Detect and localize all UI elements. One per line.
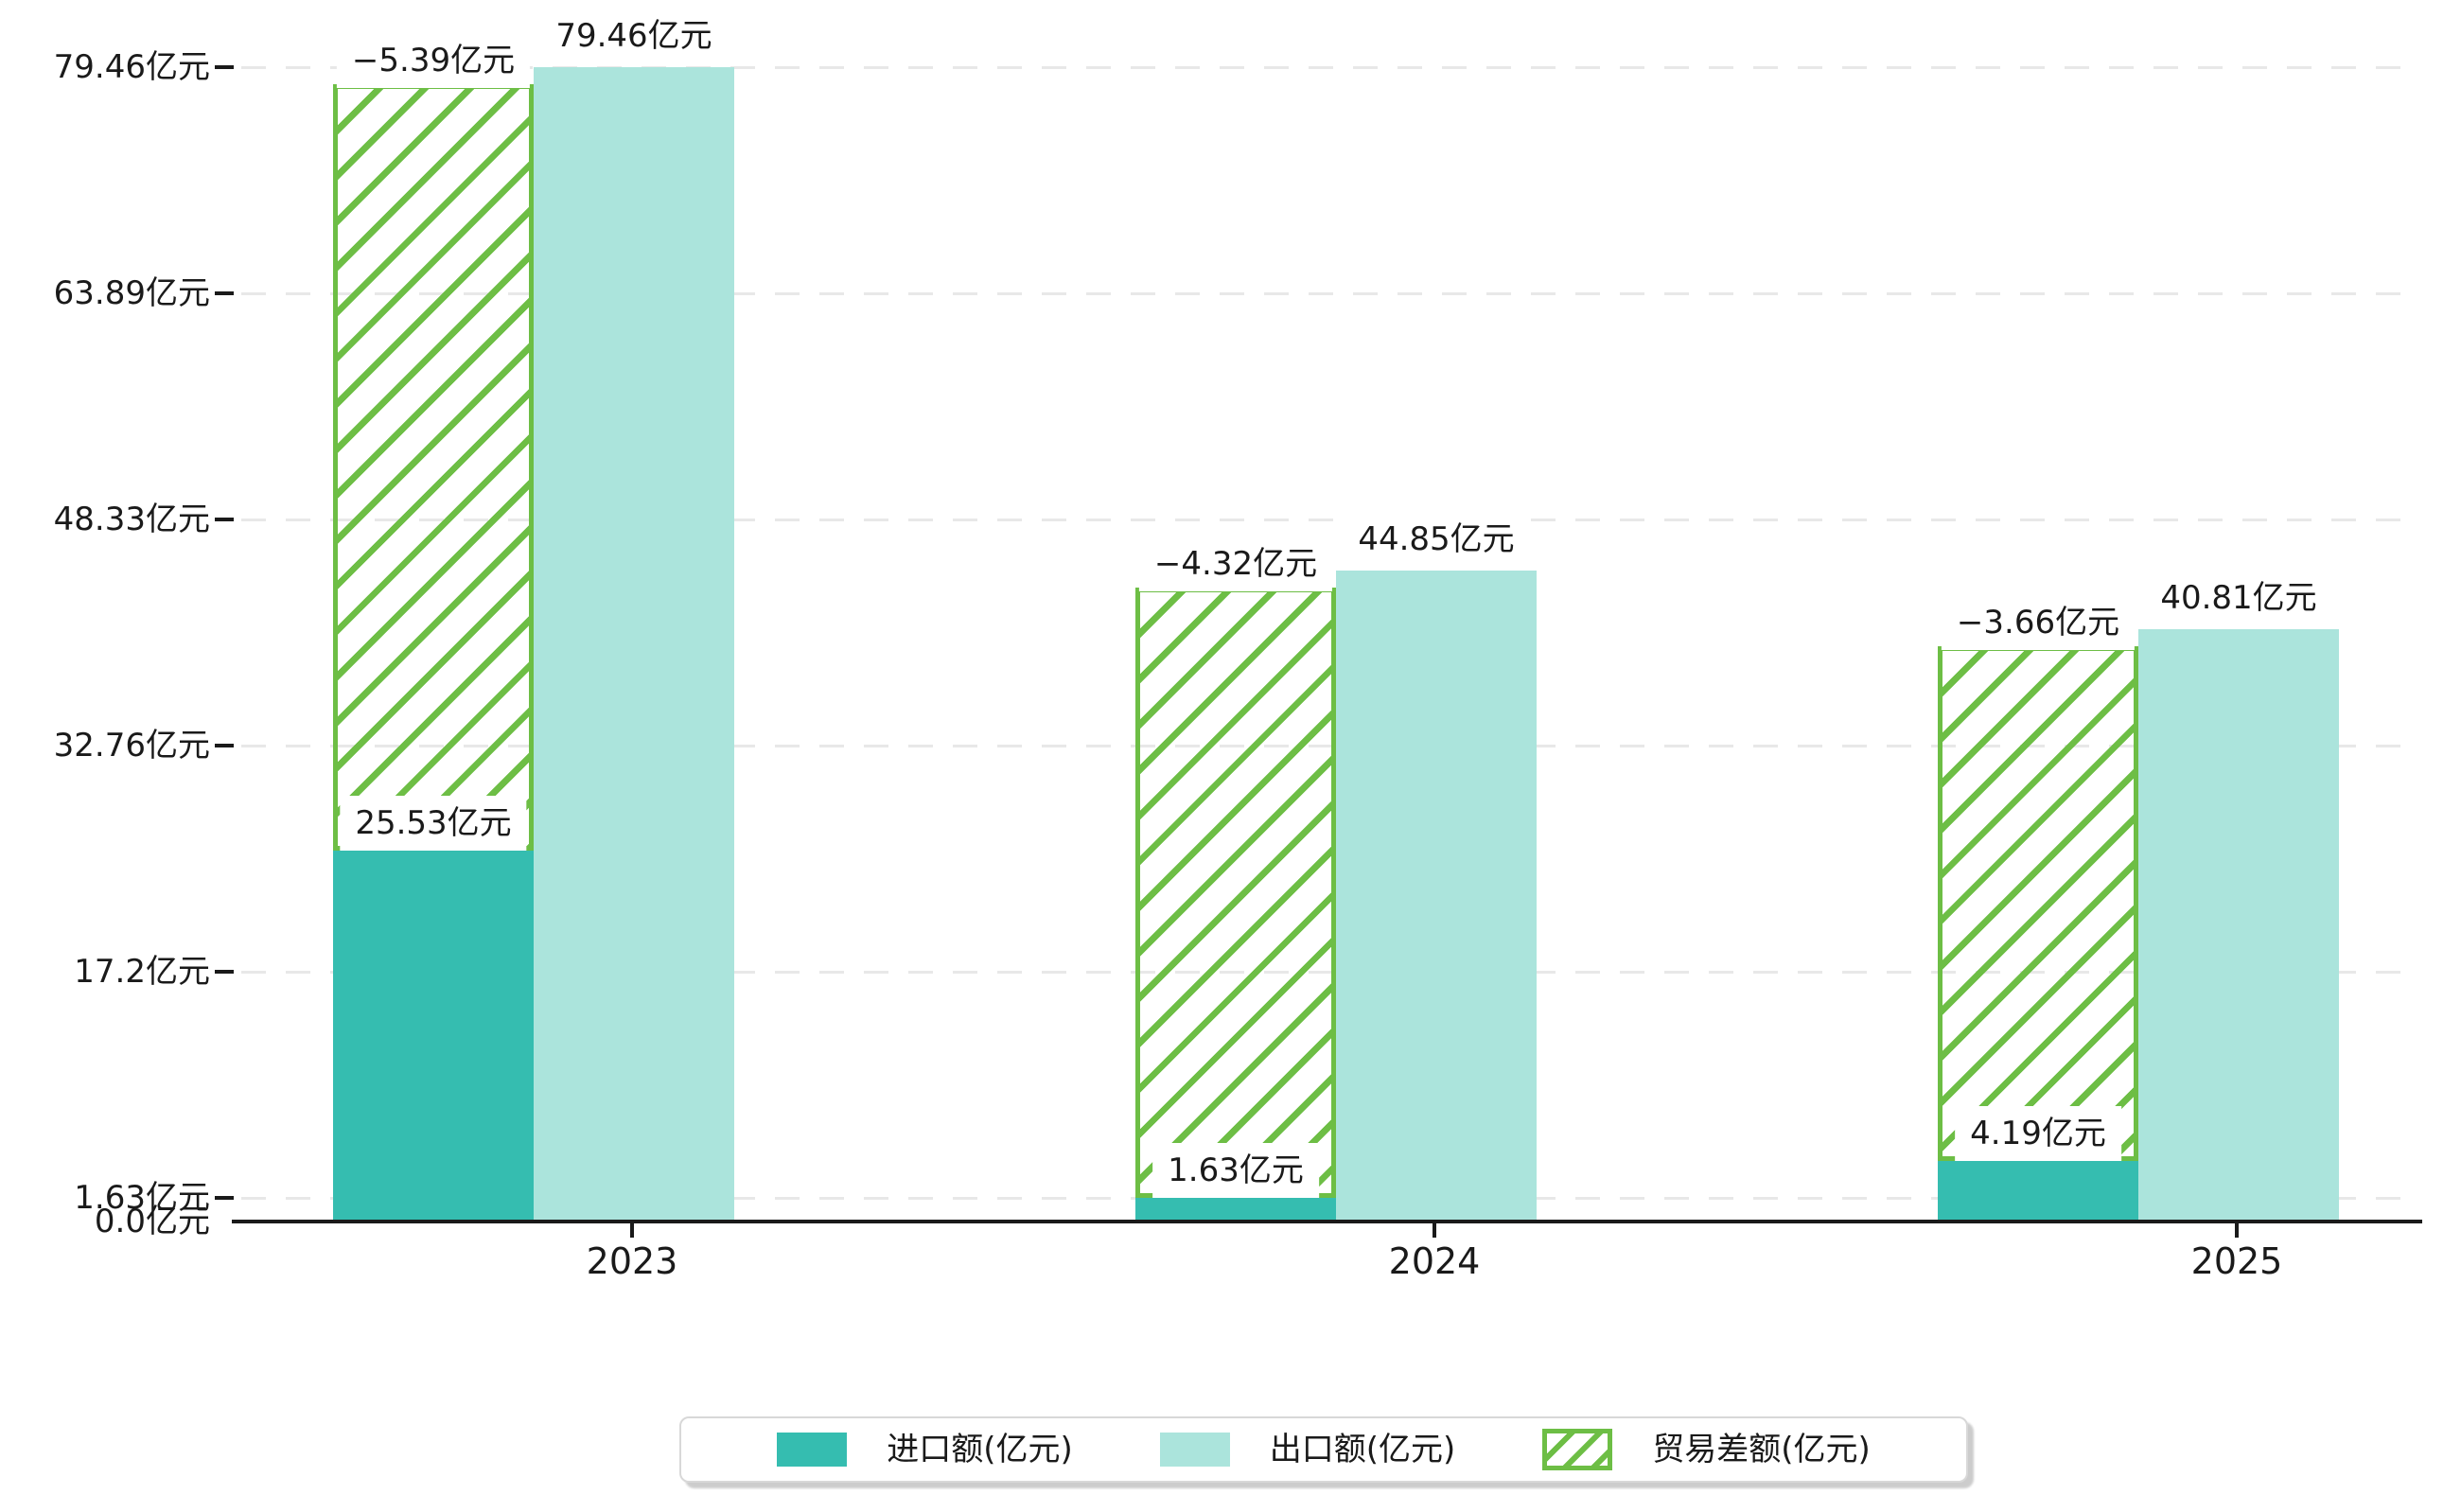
export-bar-2025 — [2138, 628, 2339, 1222]
y-tick-label: 17.2亿元 — [74, 952, 210, 991]
export-value-label: 40.81亿元 — [2145, 570, 2332, 625]
x-tick-mark — [1433, 1223, 1436, 1238]
y-tick-label: 32.76亿元 — [53, 727, 210, 765]
y-tick-mark — [215, 1195, 234, 1200]
legend: 进口额(亿元) 出口额(亿元) 贸易差额(亿元) — [679, 1416, 1968, 1483]
balance-bar-2025 — [1938, 645, 2138, 1161]
x-tick-mark — [630, 1223, 634, 1238]
export-value-label: 44.85亿元 — [1343, 511, 1530, 567]
x-tick-label: 2024 — [1388, 1240, 1481, 1282]
y-tick-label: 63.89亿元 — [53, 274, 210, 313]
balance-hatch-swatch — [1542, 1429, 1613, 1470]
import-value-label: 4.19亿元 — [1955, 1105, 2121, 1161]
balance-value-label: −4.32亿元 — [1138, 536, 1333, 591]
x-axis-line — [232, 1220, 2422, 1223]
import-bar-2024 — [1135, 1197, 1336, 1222]
x-tick-label: 2025 — [2190, 1240, 2283, 1282]
import-swatch — [777, 1433, 848, 1467]
import-bar-2023 — [333, 851, 534, 1222]
export-bar-2023 — [534, 67, 734, 1222]
balance-bar-2023 — [333, 84, 534, 852]
legend-item-export: 出口额(亿元) — [1159, 1431, 1456, 1468]
import-bar-2025 — [1938, 1160, 2138, 1222]
import-value-label: 25.53亿元 — [340, 796, 527, 852]
y-tick-label: 48.33亿元 — [53, 501, 210, 539]
export-bar-2024 — [1336, 570, 1537, 1222]
gridline — [241, 292, 2417, 296]
x-tick-mark — [2235, 1223, 2239, 1238]
gridline — [241, 519, 2417, 522]
export-value-label: 79.46亿元 — [540, 9, 728, 64]
legend-label-import: 进口额(亿元) — [887, 1431, 1073, 1468]
balance-bar-2024 — [1135, 587, 1336, 1198]
legend-item-import: 进口额(亿元) — [777, 1431, 1073, 1468]
y-tick-mark — [215, 969, 234, 974]
y-tick-mark — [215, 744, 234, 748]
y-tick-label: 1.63亿元 — [74, 1178, 210, 1217]
y-tick-label: 0.0亿元 — [94, 1203, 210, 1240]
legend-label-balance: 贸易差额(亿元) — [1652, 1431, 1871, 1468]
legend-item-balance: 贸易差额(亿元) — [1542, 1429, 1871, 1470]
balance-value-label: −3.66亿元 — [1941, 594, 2136, 650]
legend-label-export: 出口额(亿元) — [1269, 1431, 1456, 1468]
y-tick-label: 79.46亿元 — [53, 48, 210, 87]
y-tick-mark — [215, 65, 234, 70]
y-tick-mark — [215, 291, 234, 296]
import-value-label: 1.63亿元 — [1152, 1142, 1319, 1198]
balance-value-label: −5.39亿元 — [336, 33, 531, 89]
export-swatch — [1159, 1433, 1230, 1467]
y-tick-mark — [215, 518, 234, 522]
gridline — [241, 66, 2417, 70]
x-tick-label: 2023 — [586, 1240, 678, 1282]
